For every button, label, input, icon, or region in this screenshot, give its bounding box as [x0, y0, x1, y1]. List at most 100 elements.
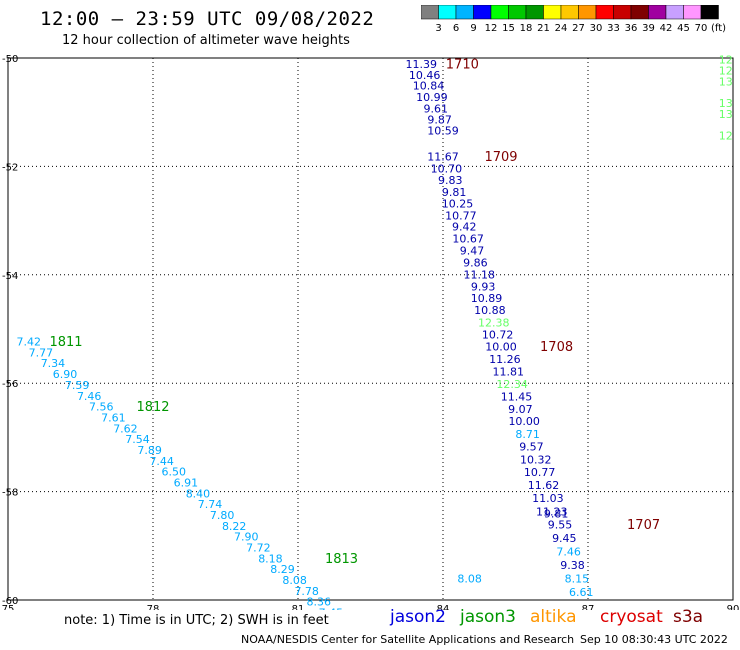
- wave-height-point: 6.91: [174, 476, 199, 489]
- edge-wave-height-point: 12: [719, 130, 733, 143]
- wave-height-point: 9.57: [519, 441, 544, 454]
- color-scale-label: 21: [537, 23, 550, 33]
- wave-height-point: 7.77: [29, 346, 54, 359]
- wave-height-point: 9.83: [438, 174, 463, 187]
- color-swatch: [700, 5, 719, 20]
- wave-height-point: 8.71: [515, 428, 540, 441]
- color-scale-label: 33: [607, 23, 620, 33]
- wave-height-point: 7.34: [41, 357, 66, 370]
- y-tick-label: -52: [2, 162, 18, 173]
- wave-height-point: 11.39: [406, 58, 438, 71]
- wave-height-point: 7.42: [17, 336, 42, 349]
- footer-note: note: 1) Time is in UTC; 2) SWH is in fe…: [64, 613, 329, 628]
- edge-wave-height-point: 12: [719, 54, 733, 67]
- wave-height-point: 9.07: [508, 403, 533, 416]
- wave-height-point: 6.61: [569, 586, 594, 599]
- wave-height-point: 10.72: [482, 329, 514, 342]
- wave-height-point: 10.99: [416, 91, 448, 104]
- wave-height-point: 7.62: [113, 422, 138, 435]
- wave-height-point: 10.84: [413, 80, 445, 93]
- wave-height-point: 10.77: [524, 466, 556, 479]
- color-scale-label: (ft): [711, 23, 726, 33]
- wave-height-point: 9.42: [452, 221, 477, 234]
- wave-height-point: 7.45: [319, 607, 344, 610]
- wave-height-point: 9.38: [560, 559, 585, 572]
- time-label: 1811: [49, 335, 82, 350]
- wave-height-point: 7.80: [210, 509, 235, 522]
- wave-height-point: 10.32: [520, 454, 552, 467]
- time-label: 1708: [540, 340, 573, 355]
- chart-title: 12:00 — 23:59 UTC 09/08/2022: [40, 8, 375, 30]
- wave-height-point: 11.62: [528, 479, 560, 492]
- color-scale-label: 36: [625, 23, 638, 33]
- mission-altika: altika: [530, 607, 577, 627]
- wave-height-point: 7.46: [77, 390, 102, 403]
- mission-jason2: jason2: [390, 607, 446, 627]
- color-scale-label: 15: [502, 23, 515, 33]
- footer-timestamp: Sep 10 08:30:43 UTC 2022: [580, 633, 728, 646]
- wave-height-point: 9.55: [548, 519, 573, 532]
- y-tick-label: -58: [2, 488, 18, 499]
- wave-height-point: 11.67: [427, 151, 459, 164]
- wave-height-point: 10.25: [442, 197, 474, 210]
- wave-height-point: 9.47: [460, 244, 485, 257]
- time-label: 1709: [484, 150, 517, 165]
- wave-height-point: 7.74: [198, 498, 223, 511]
- color-scale-label: 12: [485, 23, 498, 33]
- wave-height-plot: 75 78 81 84 87 90 -50 -52 -54 -56 -58 -60 11.3910.46…: [2, 54, 740, 610]
- wave-height-point: 7.61: [101, 411, 126, 424]
- footer-credit: NOAA/NESDIS Center for Satellite Applica…: [241, 633, 575, 646]
- wave-height-point: 7.90: [234, 531, 259, 544]
- wave-height-point: 12.38: [478, 317, 510, 330]
- wave-height-point: 9.61: [424, 102, 449, 115]
- plot-frame: [7, 57, 734, 601]
- wave-height-point: 8.08: [457, 572, 482, 585]
- edge-wave-height-point: 12: [719, 65, 733, 78]
- wave-height-point: 10.00: [485, 340, 517, 353]
- wave-height-point: 11.26: [489, 353, 521, 366]
- x-tick-label: 78: [147, 604, 160, 610]
- wave-height-point: 6.50: [162, 466, 187, 479]
- wave-height-point: 9.86: [463, 256, 488, 269]
- wave-height-point: 10.67: [452, 233, 484, 246]
- time-label: 1812: [136, 400, 169, 415]
- wave-height-point: 10.00: [508, 415, 540, 428]
- wave-height-point: 7.44: [149, 455, 174, 468]
- color-scale-legend: 3 6 9 12 15 18 21 24 27 30 33 36 39 42 45 70 (ft): [421, 5, 726, 33]
- wave-height-point: 7.56: [89, 401, 114, 414]
- x-tick-label: 90: [727, 604, 740, 610]
- wave-height-point: 10.88: [474, 304, 506, 317]
- x-tick-label: 75: [2, 604, 15, 610]
- wave-height-point: 8.29: [270, 563, 295, 576]
- color-scale-label: 3: [435, 23, 441, 33]
- mission-s3a: s3a: [673, 607, 704, 627]
- wave-height-point: 8.15: [565, 572, 590, 585]
- wave-height-point: 6.90: [53, 368, 78, 381]
- time-label: 1707: [627, 518, 660, 533]
- wave-height-point: 10.70: [431, 163, 463, 176]
- color-scale-label: 30: [590, 23, 603, 33]
- y-tick-label: -60: [2, 596, 18, 607]
- time-label: 1710: [446, 58, 479, 73]
- mission-jason3: jason3: [460, 607, 516, 627]
- color-scale-label: 24: [555, 23, 568, 33]
- wave-height-point: 9.81: [442, 186, 467, 199]
- wave-height-point: 8.36: [307, 596, 332, 609]
- color-scale-label: 39: [642, 23, 655, 33]
- wave-height-point: 11.18: [464, 268, 496, 281]
- wave-height-point: 11.03: [532, 492, 564, 505]
- wave-height-point: 9.45: [552, 532, 577, 545]
- wave-height-point: 8.40: [186, 487, 211, 500]
- x-tick-label: 84: [437, 604, 450, 610]
- wave-height-point: 7.78: [294, 585, 319, 598]
- x-tick-label: 87: [582, 604, 595, 610]
- wave-height-point: 7.59: [65, 379, 90, 392]
- y-tick-label: -50: [2, 54, 18, 65]
- wave-height-point: 9.81: [544, 507, 569, 520]
- edge-wave-height-point: 13: [719, 97, 733, 110]
- wave-height-point: 10.77: [445, 209, 477, 222]
- x-tick-label: 81: [292, 604, 305, 610]
- edge-wave-height-point: 13: [719, 75, 733, 88]
- wave-height-point: 10.59: [427, 125, 459, 138]
- chart-subtitle: 12 hour collection of altimeter wave hei…: [62, 33, 350, 48]
